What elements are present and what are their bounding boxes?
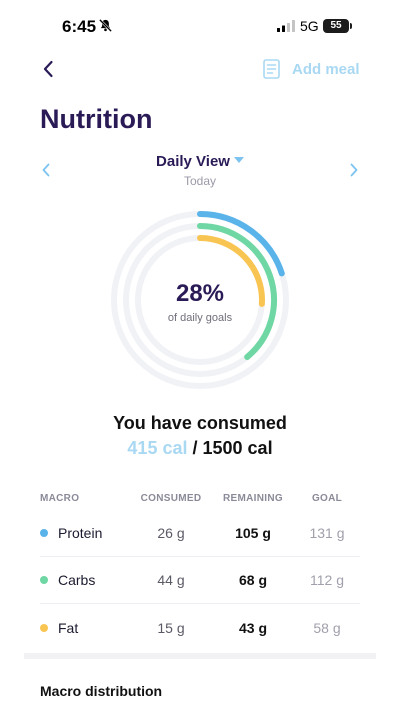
daily-goal-caption: of daily goals	[167, 312, 233, 324]
macro-label: Fat	[58, 619, 79, 636]
macro-table: MACRO CONSUMED REMAINING GOAL Protein 26…	[40, 486, 360, 651]
daily-goal-percent: 28%	[175, 280, 225, 307]
macro-color-dot	[40, 623, 48, 632]
network-type: 5G	[300, 18, 319, 34]
status-time: 6:45	[62, 17, 97, 36]
macro-name: Protein	[40, 525, 130, 541]
macro-remaining: 68 g	[238, 572, 267, 588]
header-macro: MACRO	[40, 492, 80, 504]
header-remaining: REMAINING	[223, 492, 283, 504]
add-meal-button[interactable]: Add meal	[262, 56, 360, 82]
macro-row-fat: Fat 15 g 43 g 58 g	[40, 604, 360, 651]
macro-consumed: 15 g	[157, 619, 185, 636]
macro-name: Fat	[40, 620, 130, 636]
macro-label: Protein	[58, 525, 103, 541]
consumed-values: 415 cal / 1500 cal	[0, 438, 400, 459]
previous-day-button[interactable]	[36, 160, 56, 180]
macro-color-dot	[40, 529, 48, 537]
macro-goal: 112 g	[310, 572, 344, 588]
macro-remaining: 43 g	[238, 619, 267, 636]
calories-goal: 1500 cal	[202, 438, 273, 458]
bell-muted-icon	[99, 19, 112, 32]
macro-consumed: 44 g	[157, 572, 185, 588]
macro-row-carbs: Carbs 44 g 68 g 112 g	[40, 557, 360, 604]
macro-goal: 58 g	[313, 619, 341, 636]
chevron-left-icon	[43, 60, 53, 78]
add-meal-label: Add meal	[292, 60, 360, 78]
section-divider	[24, 653, 376, 659]
daily-goals-rings	[111, 211, 289, 389]
macro-table-header: MACRO CONSUMED REMAINING GOAL	[40, 486, 360, 510]
macro-consumed: 26 g	[157, 525, 185, 541]
view-mode-dropdown[interactable]: Daily View	[0, 153, 400, 170]
macro-remaining: 105 g	[235, 525, 271, 541]
ring-progress-carbs	[197, 223, 277, 361]
page-title: Nutrition	[40, 104, 153, 134]
consumed-heading: You have consumed	[113, 413, 287, 433]
battery-indicator: 55	[323, 19, 349, 33]
back-button[interactable]	[36, 56, 60, 82]
macro-distribution-heading: Macro distribution	[40, 683, 163, 699]
header-consumed: CONSUMED	[140, 492, 202, 504]
calories-consumed: 415 cal	[127, 438, 188, 458]
signal-icon	[277, 20, 295, 32]
macro-row-protein: Protein 26 g 105 g 131 g	[40, 510, 360, 557]
macro-goal: 131 g	[309, 525, 345, 541]
macro-color-dot	[40, 576, 48, 584]
notepad-icon	[263, 59, 280, 79]
ring-center-text: 28% of daily goals	[100, 280, 300, 324]
ring-progress-protein	[197, 211, 285, 277]
chevron-right-icon	[350, 163, 358, 177]
battery-tip	[350, 23, 352, 29]
view-date-label: Today	[183, 174, 217, 188]
view-selector: Daily View Today	[0, 150, 400, 194]
macro-label: Carbs	[58, 572, 96, 588]
caret-down-icon	[233, 157, 244, 163]
ring-progress-fat	[197, 235, 265, 307]
calories-separator: /	[187, 438, 203, 458]
next-day-button[interactable]	[344, 160, 364, 180]
view-mode-label: Daily View	[156, 153, 230, 170]
macro-name: Carbs	[40, 572, 130, 588]
header-goal: GOAL	[311, 492, 343, 504]
status-bar: 6:45 5G 55	[0, 0, 400, 52]
chevron-left-icon	[42, 163, 50, 177]
